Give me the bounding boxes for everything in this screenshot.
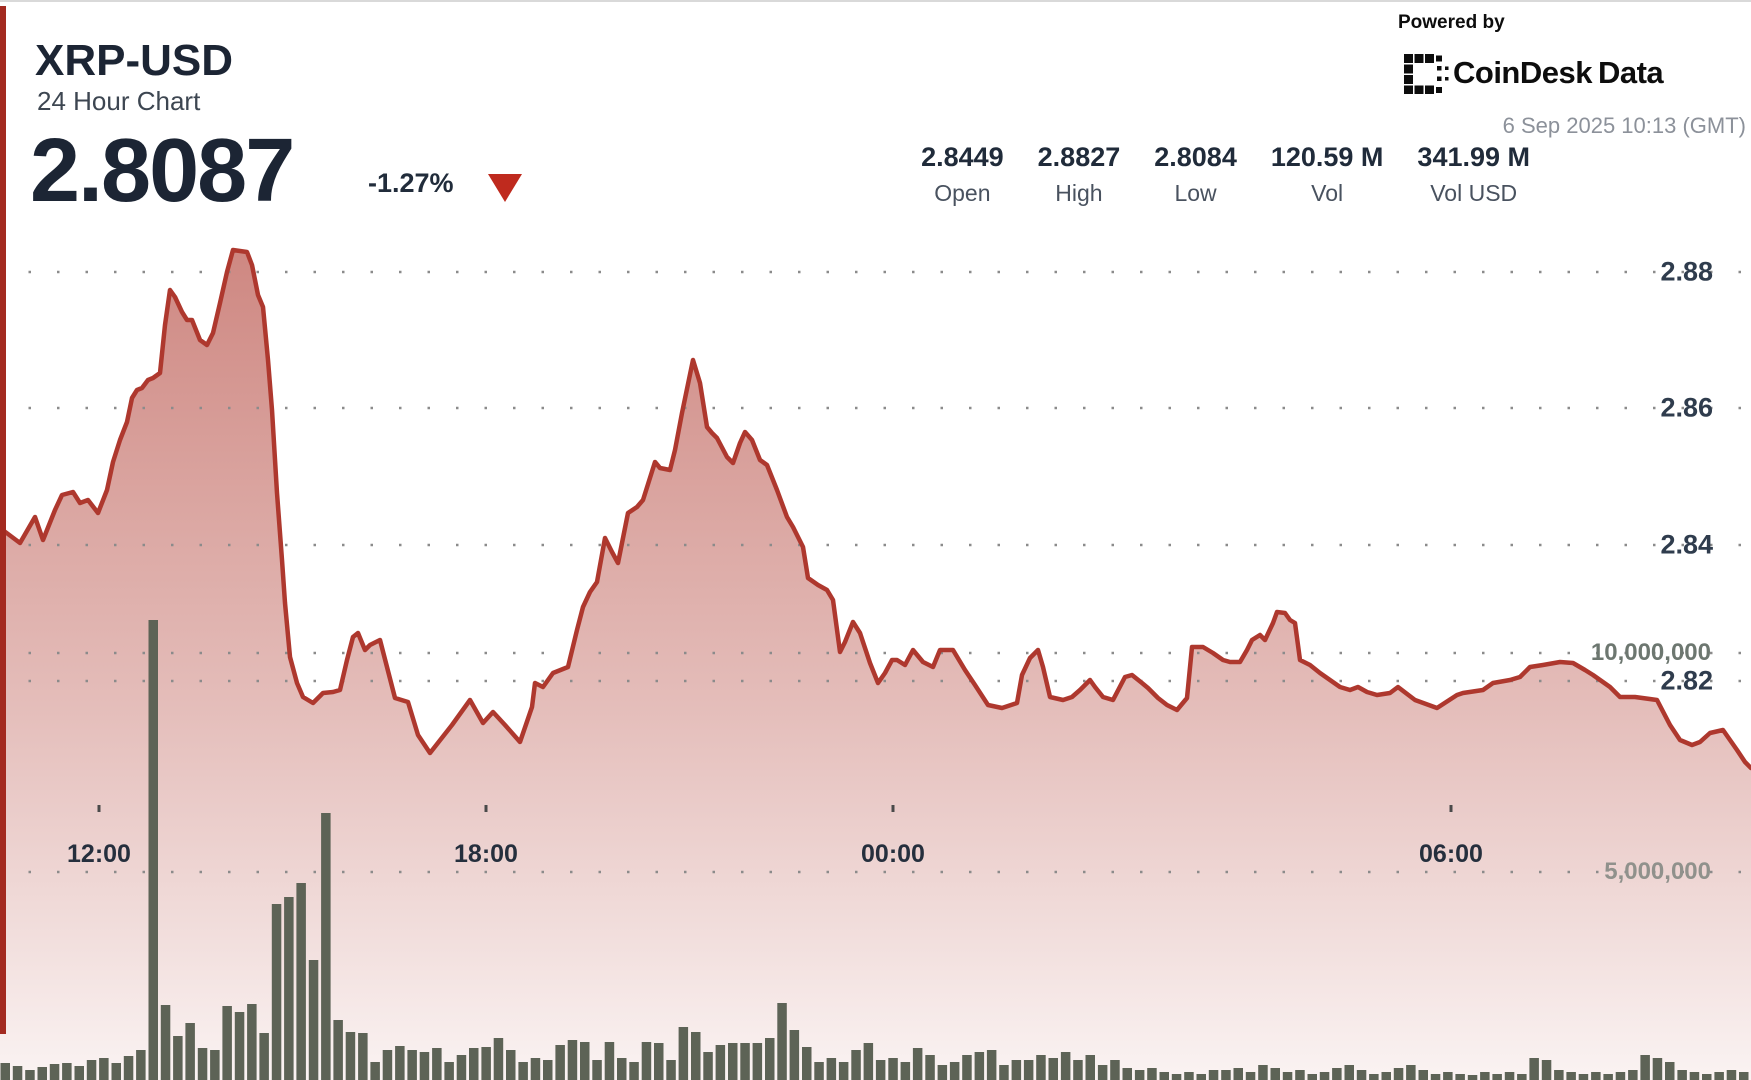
top-border-divider <box>0 0 1751 2</box>
stat-high-value: 2.8827 <box>1037 142 1121 172</box>
stat-volume-usd-value: 341.99 M <box>1417 142 1530 172</box>
stat-low: 2.8084 Low <box>1154 142 1237 207</box>
last-price: 2.8087 <box>30 121 295 221</box>
volume-bars <box>0 620 1749 1080</box>
price-change-percent: -1.27% <box>368 168 454 198</box>
chart-period-subtitle: 24 Hour Chart <box>37 86 201 116</box>
stat-open: 2.8449 Open <box>921 142 1004 207</box>
coindesk-logo-wordmark: CoinDesk Data <box>1453 55 1664 90</box>
price-line <box>0 247 1751 771</box>
coindesk-data-logo[interactable]: CoinDesk Data <box>1404 54 1664 94</box>
ohlc-stats-row: 2.8449 Open 2.8827 High 2.8084 Low 120.5… <box>921 142 1530 207</box>
stat-low-value: 2.8084 <box>1154 142 1237 172</box>
stat-high-label: High <box>1055 180 1103 206</box>
stat-open-label: Open <box>934 180 991 206</box>
stat-volume-value: 120.59 M <box>1270 142 1384 172</box>
stat-volume-label: Vol <box>1311 180 1344 206</box>
powered-by-text: Powered by <box>1398 12 1505 33</box>
price-area-fill <box>0 250 1751 1080</box>
left-accent-bar <box>0 6 6 1034</box>
chart-timestamp: 6 Sep 2025 10:13 (GMT) <box>1502 113 1746 138</box>
stat-low-label: Low <box>1174 180 1217 206</box>
stat-volume-usd: 341.99 M Vol USD <box>1417 142 1530 207</box>
stat-open-value: 2.8449 <box>921 142 1004 172</box>
stat-volume: 120.59 M Vol <box>1271 142 1384 207</box>
stat-volume-usd-label: Vol USD <box>1430 180 1518 206</box>
instrument-symbol: XRP-USD <box>35 36 234 85</box>
coindesk-logo-icon <box>1404 54 1449 94</box>
stat-high: 2.8827 High <box>1038 142 1121 207</box>
down-triangle-icon <box>488 174 522 202</box>
